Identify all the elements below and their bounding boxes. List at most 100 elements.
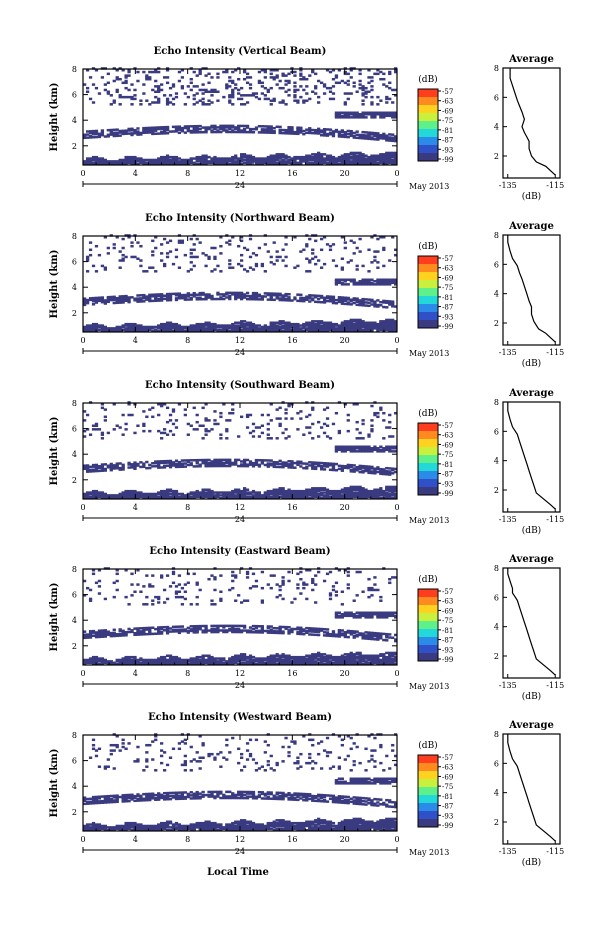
heatmap-cell <box>278 489 282 493</box>
heatmap-cell <box>100 464 105 468</box>
heatmap-cell <box>302 325 306 329</box>
heatmap-cell <box>160 327 164 330</box>
heatmap-cell <box>346 322 350 326</box>
heatmap-cell <box>106 466 110 469</box>
heatmap-cell <box>376 261 380 264</box>
heatmap-cell <box>198 655 202 659</box>
heatmap-cell <box>278 406 282 410</box>
heatmap-cell <box>263 97 267 101</box>
heatmap-cell <box>388 81 392 85</box>
heatmap-cell <box>106 135 110 138</box>
heatmap-cell <box>103 419 107 422</box>
heatmap-cell <box>349 69 353 72</box>
colorbar-segment <box>418 272 438 281</box>
heatmap-cell <box>385 328 389 332</box>
heatmap-cell <box>204 297 208 301</box>
heatmap-cell <box>364 494 368 497</box>
heatmap-cell <box>266 292 270 295</box>
heatmap-cell <box>367 491 371 494</box>
heatmap-cell <box>275 162 279 166</box>
heatmap-cell <box>228 291 232 295</box>
heatmap-cell <box>100 403 105 406</box>
heatmap-cell <box>201 160 205 163</box>
heatmap-cell <box>145 162 149 166</box>
heatmap-cell <box>269 492 273 496</box>
heatmap-cell <box>225 460 229 463</box>
heatmap-cell <box>391 280 395 283</box>
heatmap-cell <box>287 329 291 333</box>
heatmap-cell <box>311 161 315 165</box>
heatmap-cell <box>266 162 270 166</box>
heatmap-cell <box>308 131 312 135</box>
heatmap-cell <box>210 630 214 634</box>
heatmap-cell <box>237 321 241 325</box>
heatmap-cell <box>115 325 119 329</box>
heatmap-cell <box>361 283 365 286</box>
heatmap-cell <box>207 577 211 581</box>
heatmap-cell <box>201 630 205 634</box>
colorbar-tick-label: -63 <box>442 98 453 106</box>
heatmap-cell <box>331 85 336 88</box>
heatmap-cell <box>91 324 96 327</box>
heatmap-cell <box>376 303 380 307</box>
heatmap-cell <box>355 297 359 300</box>
heatmap-cell <box>248 162 253 166</box>
heatmap-cell <box>266 160 270 163</box>
heatmap-cell <box>364 113 368 116</box>
heatmap-cell <box>349 488 353 492</box>
heatmap-cell <box>296 322 300 326</box>
heatmap-cell <box>222 658 226 662</box>
heatmap-cell <box>216 162 220 166</box>
heatmap-cell <box>198 325 202 329</box>
heatmap-cell <box>370 489 374 493</box>
heatmap-cell <box>151 626 155 629</box>
heatmap-cell <box>219 437 223 440</box>
heatmap-cell <box>266 489 270 493</box>
heatmap-cell <box>88 297 93 300</box>
heatmap-cell <box>136 492 140 496</box>
heatmap-cell <box>302 299 306 303</box>
heatmap-cell <box>162 428 167 431</box>
heatmap-cell <box>269 155 273 159</box>
heatmap-cell <box>394 492 398 496</box>
heatmap-cell <box>118 496 122 500</box>
heatmap-cell <box>231 103 235 106</box>
heatmap-cell <box>322 131 327 134</box>
heatmap-cell <box>103 658 107 662</box>
heatmap-cell <box>391 450 395 453</box>
heatmap-cell <box>361 130 365 134</box>
heatmap-cell <box>204 626 208 629</box>
heatmap-cell <box>385 492 389 496</box>
heatmap-cell <box>160 294 164 298</box>
heatmap-cell <box>272 325 276 329</box>
heatmap-cell <box>281 161 285 165</box>
heatmap-cell <box>376 467 380 471</box>
heatmap-cell <box>213 658 217 662</box>
heatmap-cell <box>364 280 368 283</box>
heatmap-cell <box>115 588 119 592</box>
heatmap-cell <box>240 94 244 97</box>
heatmap-cell <box>358 281 362 285</box>
heatmap-cell <box>355 403 359 406</box>
heatmap-cell <box>88 465 93 469</box>
heatmap-cell <box>157 162 161 166</box>
heatmap-cell <box>222 491 226 494</box>
heatmap-cell <box>337 133 342 137</box>
heatmap-cell <box>240 464 244 468</box>
heatmap-cell <box>314 255 318 259</box>
heatmap-cell <box>118 662 122 666</box>
heatmap-cell <box>391 322 395 326</box>
heatmap-cell <box>237 655 241 659</box>
heatmap-cell <box>337 429 342 433</box>
heatmap-cell <box>97 253 102 257</box>
heatmap-cell <box>311 408 315 411</box>
heatmap-cell <box>216 661 220 665</box>
heatmap-cell <box>242 327 247 330</box>
heatmap-cell <box>94 322 99 326</box>
heatmap-cell <box>165 654 170 658</box>
heatmap-cell <box>231 130 235 134</box>
heatmap-cell <box>388 155 392 159</box>
heatmap-cell <box>100 496 105 500</box>
heatmap-cell <box>364 131 368 134</box>
heatmap-cell <box>388 327 392 330</box>
